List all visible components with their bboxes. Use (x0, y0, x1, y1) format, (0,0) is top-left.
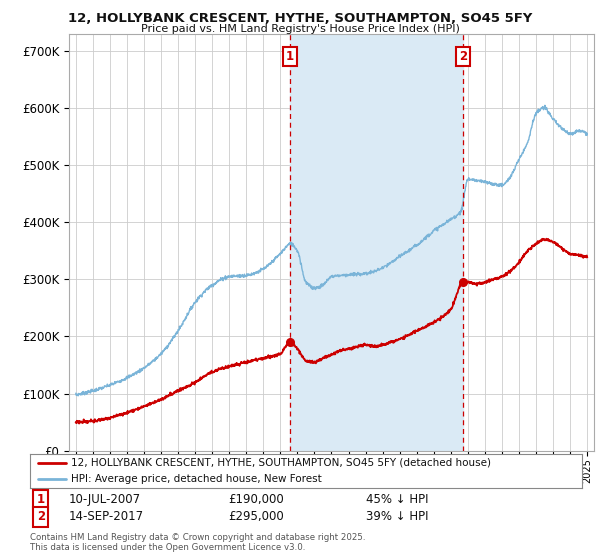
Text: HPI: Average price, detached house, New Forest: HPI: Average price, detached house, New … (71, 474, 322, 484)
Text: Price paid vs. HM Land Registry's House Price Index (HPI): Price paid vs. HM Land Registry's House … (140, 24, 460, 34)
Text: £190,000: £190,000 (228, 493, 284, 506)
Text: 1: 1 (37, 493, 45, 506)
Text: 10-JUL-2007: 10-JUL-2007 (69, 493, 141, 506)
Text: Contains HM Land Registry data © Crown copyright and database right 2025.: Contains HM Land Registry data © Crown c… (30, 533, 365, 542)
Bar (290, 34, 463, 451)
Text: £295,000: £295,000 (228, 510, 284, 524)
Text: 2: 2 (459, 50, 467, 63)
Text: 12, HOLLYBANK CRESCENT, HYTHE, SOUTHAMPTON, SO45 5FY (detached house): 12, HOLLYBANK CRESCENT, HYTHE, SOUTHAMPT… (71, 458, 491, 468)
Text: 39% ↓ HPI: 39% ↓ HPI (366, 510, 428, 524)
Text: 45% ↓ HPI: 45% ↓ HPI (366, 493, 428, 506)
Text: 1: 1 (286, 50, 293, 63)
Text: 12, HOLLYBANK CRESCENT, HYTHE, SOUTHAMPTON, SO45 5FY: 12, HOLLYBANK CRESCENT, HYTHE, SOUTHAMPT… (68, 12, 532, 25)
Text: This data is licensed under the Open Government Licence v3.0.: This data is licensed under the Open Gov… (30, 543, 305, 552)
Text: 14-SEP-2017: 14-SEP-2017 (69, 510, 144, 524)
Text: 2: 2 (37, 510, 45, 524)
